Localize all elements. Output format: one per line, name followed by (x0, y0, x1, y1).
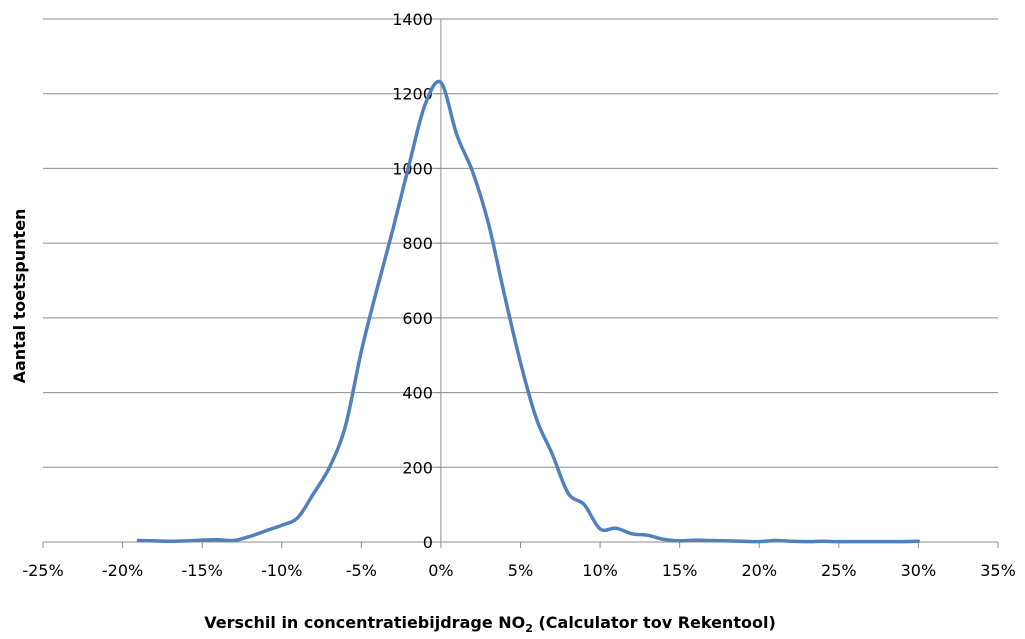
y-tick-label-4: 800 (402, 234, 433, 253)
x-tick-label-7: 10% (582, 561, 618, 580)
y-tick-label-3: 600 (402, 309, 433, 328)
x-tick-label-4: -5% (346, 561, 377, 580)
x-tick-label-8: 15% (662, 561, 698, 580)
x-tick-label-12: 35% (980, 561, 1016, 580)
x-tick-label-2: -15% (181, 561, 222, 580)
y-axis-title: Aantal toetspunten (10, 209, 29, 384)
x-tick-label-1: -20% (102, 561, 143, 580)
y-tick-label-2: 400 (402, 384, 433, 403)
x-axis-title-tail: (Calculator tov Rekentool) (533, 613, 776, 632)
horizontal-gridlines (43, 18, 998, 468)
y-tick-labels: 0 200 400 600 800 1000 1200 1400 (392, 10, 433, 552)
x-tick-label-3: -10% (261, 561, 302, 580)
x-tick-label-11: 30% (901, 561, 937, 580)
y-tick-label-0: 0 (423, 533, 433, 552)
x-tick-label-6: 5% (508, 561, 533, 580)
axes (42, 18, 999, 548)
x-tick-label-9: 20% (741, 561, 777, 580)
y-tick-label-5: 1000 (392, 159, 433, 178)
series-line (136, 79, 921, 544)
x-axis-title-main: Verschil in concentratiebijdrage NO (204, 613, 525, 632)
x-axis-title-subscript: 2 (525, 622, 533, 635)
y-tick-label-1: 200 (402, 458, 433, 477)
x-tick-label-5: 0% (428, 561, 453, 580)
y-tick-label-6: 1200 (392, 85, 433, 104)
x-tick-label-0: -25% (22, 561, 63, 580)
x-tick-label-10: 25% (821, 561, 857, 580)
x-axis-title: Verschil in concentratiebijdrage NO2 (Ca… (204, 613, 776, 635)
y-tick-label-7: 1400 (392, 10, 433, 29)
x-tick-labels: -25% -20% -15% -10% -5% 0% 5% 10% 15% 20% 25% 30% 35… (22, 561, 1015, 580)
